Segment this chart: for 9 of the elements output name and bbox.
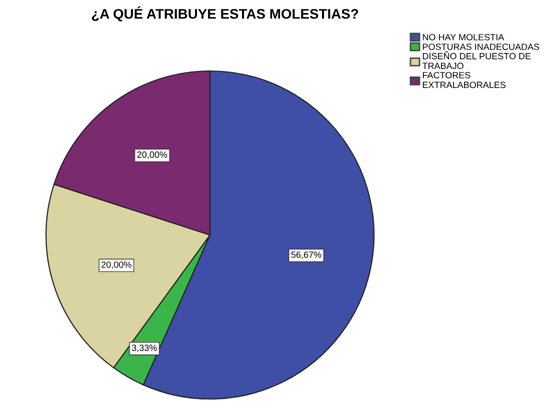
data-label: 20,00% bbox=[137, 151, 168, 159]
legend-label: FACTORES EXTRALABORALES bbox=[422, 72, 506, 88]
chart-title: ¿A QUÉ ATRIBUYE ESTAS MOLESTIAS? bbox=[92, 6, 358, 22]
legend-label: DISEÑO DEL PUESTO DE TRABAJO bbox=[422, 51, 531, 70]
data-label: 20,00% bbox=[102, 261, 132, 269]
legend-label: POSTURAS INADECUADAS bbox=[422, 44, 540, 50]
data-label: 3,33% bbox=[132, 344, 157, 352]
legend-label: NO HAY MOLESTIA bbox=[422, 34, 504, 40]
data-label: 56,67% bbox=[291, 252, 322, 259]
